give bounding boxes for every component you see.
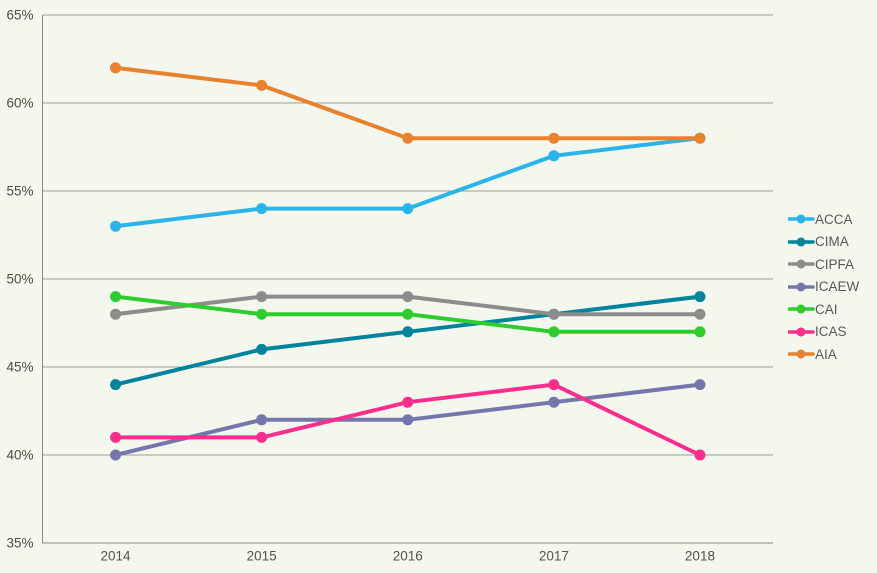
data-point-cai-2015 bbox=[256, 308, 268, 320]
legend-marker-cipfa bbox=[788, 259, 815, 269]
data-point-icas-2018 bbox=[694, 449, 706, 461]
y-tick-label-40: 40% bbox=[6, 448, 33, 463]
data-point-acca-2016 bbox=[402, 203, 414, 215]
data-point-aia-2015 bbox=[256, 79, 268, 91]
data-point-cipfa-2015 bbox=[256, 291, 268, 303]
legend-item-aia: AIA bbox=[788, 343, 859, 366]
legend-label-cipfa: CIPFA bbox=[815, 256, 855, 272]
data-point-acca-2015 bbox=[256, 203, 268, 215]
y-tick-label-45: 45% bbox=[6, 360, 33, 375]
data-point-cai-2016 bbox=[402, 308, 414, 320]
data-point-cai-2018 bbox=[694, 326, 706, 338]
data-point-cai-2017 bbox=[548, 326, 560, 338]
data-point-aia-2017 bbox=[548, 132, 560, 144]
y-tick-label-60: 60% bbox=[6, 96, 33, 111]
legend-label-cima: CIMA bbox=[815, 234, 849, 249]
data-point-cipfa-2016 bbox=[402, 291, 414, 303]
y-tick-label-55: 55% bbox=[6, 184, 33, 199]
x-axis-label-2014: 2014 bbox=[101, 549, 132, 564]
legend-item-acca: ACCA bbox=[788, 208, 859, 231]
legend-marker-cai bbox=[788, 304, 815, 314]
legend-marker-icas bbox=[788, 327, 815, 337]
legend-label-icas: ICAS bbox=[815, 324, 847, 339]
data-point-cipfa-2017 bbox=[548, 308, 560, 320]
data-point-cai-2014 bbox=[110, 291, 122, 303]
data-point-icaew-2016 bbox=[402, 414, 414, 426]
data-point-icaew-2017 bbox=[548, 396, 560, 408]
legend-item-cipfa: CIPFA bbox=[788, 253, 859, 276]
x-axis-label-2017: 2017 bbox=[539, 549, 569, 564]
legend-label-aia: AIA bbox=[815, 346, 837, 362]
legend-item-icaew: ICAEW bbox=[788, 276, 859, 299]
legend-marker-aia bbox=[788, 349, 815, 359]
data-point-aia-2018 bbox=[694, 132, 706, 144]
x-axis-label-2015: 2015 bbox=[247, 549, 277, 564]
y-tick-label-50: 50% bbox=[6, 272, 33, 287]
data-point-icaew-2014 bbox=[110, 449, 122, 461]
data-point-cima-2014 bbox=[110, 379, 122, 391]
y-tick-label-65: 65% bbox=[6, 8, 33, 23]
data-point-icas-2016 bbox=[402, 396, 414, 408]
data-point-cima-2015 bbox=[256, 343, 268, 355]
data-point-cima-2016 bbox=[402, 326, 414, 338]
legend: ACCA CIMA CIPFA ICAEW CAI ICAS AIA bbox=[788, 208, 859, 366]
data-point-icas-2017 bbox=[548, 379, 560, 391]
data-point-icaew-2018 bbox=[694, 379, 706, 391]
legend-marker-icaew bbox=[788, 282, 815, 292]
y-tick-label-35: 35% bbox=[6, 536, 33, 551]
x-axis-label-2016: 2016 bbox=[393, 549, 423, 564]
legend-item-cima: CIMA bbox=[788, 231, 859, 254]
data-point-icas-2014 bbox=[110, 431, 122, 443]
legend-label-acca: ACCA bbox=[815, 211, 853, 227]
data-point-aia-2014 bbox=[110, 62, 122, 74]
data-point-acca-2014 bbox=[110, 220, 122, 232]
data-point-acca-2017 bbox=[548, 150, 560, 162]
legend-label-cai: CAI bbox=[815, 301, 838, 317]
legend-label-icaew: ICAEW bbox=[815, 279, 860, 294]
data-point-icas-2015 bbox=[256, 431, 268, 443]
legend-marker-cima bbox=[788, 237, 815, 247]
legend-marker-acca bbox=[788, 214, 815, 224]
legend-item-cai: CAI bbox=[788, 298, 859, 321]
legend-item-icas: ICAS bbox=[788, 321, 859, 344]
data-point-cipfa-2018 bbox=[694, 308, 706, 320]
data-point-aia-2016 bbox=[402, 132, 414, 144]
data-point-cima-2018 bbox=[694, 291, 706, 303]
data-point-icaew-2015 bbox=[256, 414, 268, 426]
x-axis-label-2018: 2018 bbox=[685, 549, 715, 564]
data-point-cipfa-2014 bbox=[110, 308, 122, 320]
